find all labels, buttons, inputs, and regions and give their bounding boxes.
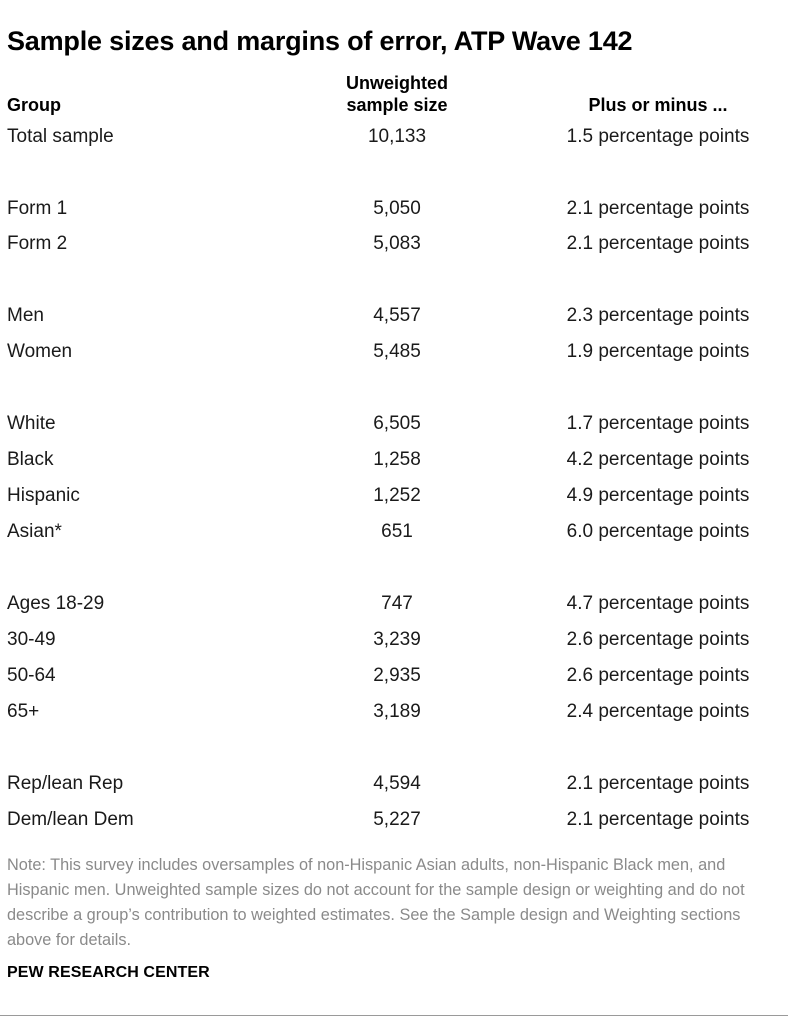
table-row: Rep/lean Rep 4,594 2.1 percentage points	[0, 771, 788, 797]
group-cell: Men	[7, 305, 44, 326]
column-header-group: Group	[7, 95, 61, 115]
margin-of-error-cell: 1.7 percentage points	[566, 413, 750, 434]
table-row: 65+ 3,189 2.4 percentage points	[0, 699, 788, 725]
page-title: Sample sizes and margins of error, ATP W…	[7, 26, 633, 56]
margin-of-error-cell: 2.6 percentage points	[566, 629, 750, 650]
source-credit: PEW RESEARCH CENTER	[7, 964, 210, 981]
bottom-divider	[0, 1015, 788, 1016]
group-cell: 65+	[7, 701, 40, 722]
table-row: 30-49 3,239 2.6 percentage points	[0, 627, 788, 653]
margin-of-error-cell: 1.9 percentage points	[566, 341, 750, 362]
margin-of-error-cell: 2.6 percentage points	[566, 665, 750, 686]
margin-of-error-cell: 1.5 percentage points	[566, 126, 750, 147]
column-header-sample-size-line2: sample size	[346, 95, 448, 115]
margin-of-error-cell: 2.3 percentage points	[566, 305, 750, 326]
table-row: 50-64 2,935 2.6 percentage points	[0, 663, 788, 689]
table-row: Hispanic 1,252 4.9 percentage points	[0, 483, 788, 509]
column-header-margin-of-error: Plus or minus ...	[588, 95, 728, 115]
group-cell: Ages 18-29	[7, 593, 105, 614]
group-cell: Hispanic	[7, 485, 80, 506]
sample-size-cell: 747	[381, 593, 413, 614]
sample-size-cell: 6,505	[373, 413, 421, 434]
group-cell: Total sample	[7, 126, 114, 147]
table-row: White 6,505 1.7 percentage points	[0, 411, 788, 437]
group-cell: Black	[7, 449, 54, 470]
table-row: Men 4,557 2.3 percentage points	[0, 303, 788, 329]
sample-size-cell: 2,935	[373, 665, 421, 686]
sample-size-cell: 1,252	[373, 485, 421, 506]
group-cell: Form 1	[7, 198, 68, 219]
sample-size-cell: 5,227	[373, 809, 421, 830]
group-cell: Dem/lean Dem	[7, 809, 134, 830]
table-row: Ages 18-29 747 4.7 percentage points	[0, 591, 788, 617]
sample-size-cell: 5,083	[373, 233, 421, 254]
margin-of-error-cell: 2.1 percentage points	[566, 233, 750, 254]
group-cell: Form 2	[7, 233, 68, 254]
margin-of-error-cell: 4.7 percentage points	[566, 593, 750, 614]
group-cell: Women	[7, 341, 73, 362]
column-header-sample-size-line1: Unweighted	[346, 73, 448, 93]
table-row: Asian* 651 6.0 percentage points	[0, 519, 788, 545]
table-row: Form 1 5,050 2.1 percentage points	[0, 196, 788, 222]
margin-of-error-cell: 2.1 percentage points	[566, 198, 750, 219]
column-header-sample-size: Unweighted sample size	[297, 72, 497, 116]
margin-of-error-cell: 4.2 percentage points	[566, 449, 750, 470]
sample-size-cell: 3,189	[373, 701, 421, 722]
sample-size-cell: 10,133	[367, 126, 427, 147]
sample-size-cell: 5,050	[373, 198, 421, 219]
group-cell: Rep/lean Rep	[7, 773, 124, 794]
group-cell: Asian*	[7, 521, 62, 542]
group-cell: 30-49	[7, 629, 56, 650]
table-row: Black 1,258 4.2 percentage points	[0, 447, 788, 473]
sample-size-cell: 4,594	[373, 773, 421, 794]
margin-of-error-cell: 2.4 percentage points	[566, 701, 750, 722]
group-cell: White	[7, 413, 56, 434]
sample-size-cell: 651	[381, 521, 413, 542]
table-row: Total sample 10,133 1.5 percentage point…	[0, 124, 788, 150]
table-row: Women 5,485 1.9 percentage points	[0, 339, 788, 365]
sample-size-cell: 1,258	[373, 449, 421, 470]
margin-of-error-cell: 4.9 percentage points	[566, 485, 750, 506]
sample-size-cell: 4,557	[373, 305, 421, 326]
table-row: Dem/lean Dem 5,227 2.1 percentage points	[0, 807, 788, 833]
table-row: Form 2 5,083 2.1 percentage points	[0, 231, 788, 257]
sample-size-cell: 5,485	[373, 341, 421, 362]
sample-size-cell: 3,239	[373, 629, 421, 650]
footnote: Note: This survey includes oversamples o…	[7, 856, 745, 949]
group-cell: 50-64	[7, 665, 56, 686]
margin-of-error-cell: 2.1 percentage points	[566, 773, 750, 794]
margin-of-error-cell: 2.1 percentage points	[566, 809, 750, 830]
margin-of-error-cell: 6.0 percentage points	[566, 521, 750, 542]
